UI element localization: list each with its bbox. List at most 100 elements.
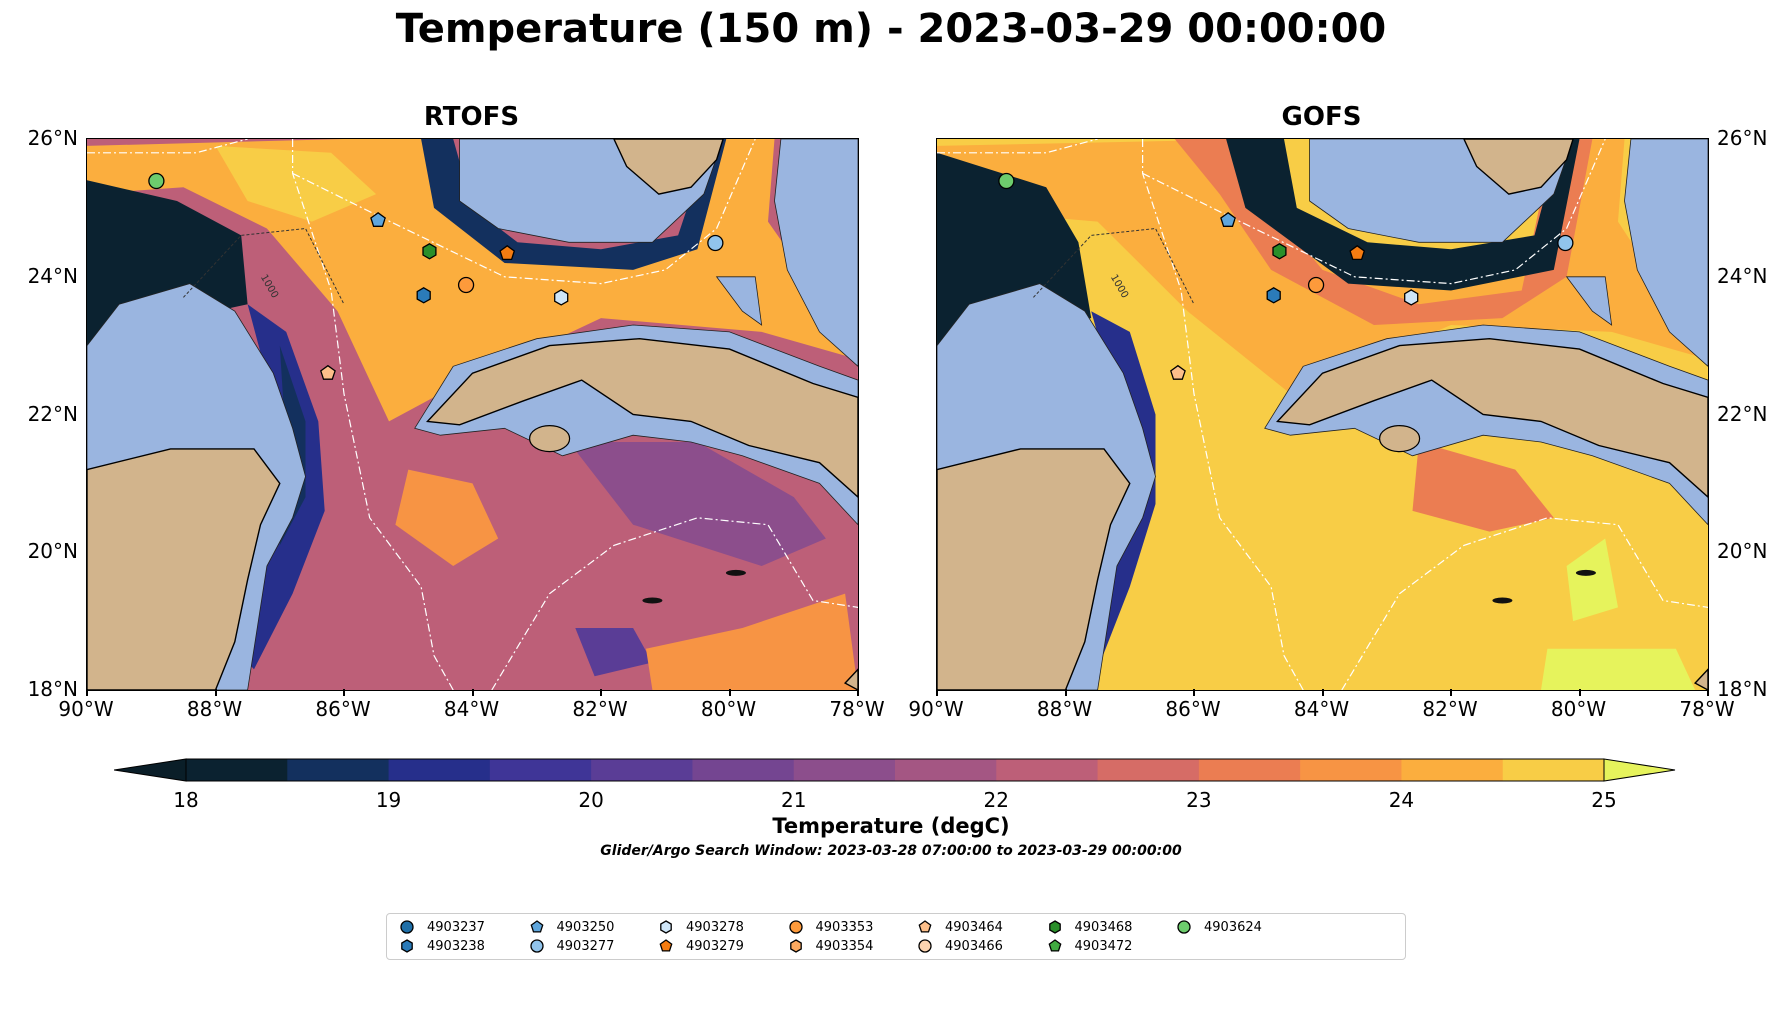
temperature-contour-region (1566, 538, 1618, 622)
hexagon-marker-icon (1048, 920, 1061, 934)
legend-label: 4903472 (1074, 938, 1133, 954)
lon-tick-label: 80°W (700, 697, 757, 721)
colorbar-tick-label: 20 (578, 788, 604, 812)
eez-boundary (491, 517, 859, 691)
temperature-contour-region (937, 139, 1708, 394)
legend-marker (400, 920, 414, 934)
lon-tick-label: 82°W (572, 697, 628, 721)
gofs-map: 1000 (936, 138, 1709, 692)
hexagon-marker-icon (660, 920, 672, 934)
float-marker-4903624 (998, 172, 1015, 190)
land (612, 138, 725, 195)
legend-item-4903279: 4903279 (658, 937, 744, 955)
hexagon-marker-icon (401, 939, 413, 953)
tick-mark (86, 689, 88, 696)
lon-tick-label: 90°W (908, 697, 964, 721)
rtofs-field: 1000 (86, 138, 859, 692)
colorbar-bin (895, 759, 997, 781)
land (426, 337, 859, 499)
legend-marker (401, 939, 413, 953)
float-marker-4903468 (1272, 243, 1287, 260)
circle-marker-icon (1177, 920, 1191, 934)
circle-marker-icon (918, 939, 932, 953)
tick-mark (1578, 689, 1581, 696)
float-marker-4903278 (554, 289, 569, 306)
temperature-contour-region (234, 304, 325, 670)
eez-boundary (1142, 138, 1606, 285)
float-marker-4903464 (1170, 364, 1186, 380)
float-marker-4903468 (422, 243, 437, 260)
figure-title: Temperature (150 m) - 2023-03-29 00:00:0… (395, 6, 1387, 52)
temperature-contour-region (1541, 648, 1696, 690)
colorbar-bin (1401, 759, 1504, 781)
legend-item-4903466: 4903466 (917, 937, 1003, 955)
colorbar-bin (489, 759, 592, 781)
eez-boundary (1142, 139, 1304, 691)
colorbar (114, 758, 1676, 782)
eez-boundary (937, 138, 1098, 154)
legend-marker (789, 939, 802, 953)
float-marker-4903277 (707, 234, 724, 252)
legend-label: 4903466 (945, 938, 1003, 954)
tick-mark (857, 689, 859, 696)
temperature-contour-region (575, 628, 653, 677)
hexagon-marker-icon (789, 939, 802, 953)
legend-label: 4903468 (1074, 919, 1133, 935)
circle-marker-icon (529, 939, 544, 953)
colorbar-label: Temperature (degC) (772, 814, 1010, 838)
colorbar-bin (388, 759, 491, 781)
colorbar-bin (1097, 759, 1200, 781)
lon-tick-label: 90°W (58, 697, 114, 721)
temperature-contour-region (646, 593, 858, 690)
colorbar-bin (186, 759, 288, 781)
colorbar-tick-label: 18 (173, 788, 199, 812)
colorbar-frame (185, 758, 1605, 782)
legend-item-4903250: 4903250 (529, 918, 615, 936)
colorbar-tick-label: 21 (780, 788, 807, 812)
lon-tick-label: 78°W (829, 697, 885, 721)
lon-tick-label: 82°W (1422, 697, 1478, 721)
float-marker-4903278 (1404, 289, 1419, 306)
lat-tick-label: 24°N (27, 263, 78, 288)
cayman-island (1492, 597, 1513, 604)
legend-item-4903238: 4903238 (399, 937, 485, 955)
tick-mark (1707, 689, 1709, 696)
float-legend: 4903237 4903238 4903250 4903277 4903278 49032… (386, 913, 1406, 960)
float-marker-4903353 (457, 276, 475, 294)
tick-mark (728, 689, 731, 696)
legend-label: 4903238 (427, 938, 485, 954)
colorbar-tick-label: 25 (1591, 788, 1617, 812)
land (1462, 138, 1575, 195)
lat-tick-label: 24°N (1717, 263, 1768, 288)
tick-mark (936, 689, 938, 696)
cayman-island (1575, 569, 1596, 576)
legend-item-4903237: 4903237 (399, 918, 485, 936)
float-marker-4903279 (1349, 244, 1366, 261)
isobath-1000m (1033, 227, 1195, 305)
lat-tick-label: 18°N (1717, 677, 1768, 701)
isle-of-youth (529, 425, 571, 453)
lat-tick-label: 26°N (27, 126, 78, 150)
colorbar-bin (287, 759, 390, 781)
legend-label: 4903624 (1204, 919, 1262, 935)
legend-marker (1048, 939, 1061, 952)
tick-mark (1321, 689, 1324, 696)
legend-label: 4903250 (556, 919, 615, 935)
legend-label: 4903279 (686, 938, 744, 954)
land (1276, 337, 1709, 499)
eez-boundary (292, 138, 756, 285)
lat-tick-label: 26°N (1717, 126, 1768, 150)
legend-marker (918, 920, 932, 933)
pentagon-marker-icon (659, 939, 673, 952)
colorbar-bin (1300, 759, 1402, 781)
colorbar-tick-label: 24 (1388, 788, 1415, 812)
temperature-contour-region (1412, 442, 1554, 532)
float-marker-4903464 (320, 364, 336, 380)
legend-marker (788, 920, 803, 934)
legend-label: 4903353 (815, 919, 874, 935)
legend-item-4903472: 4903472 (1047, 937, 1133, 955)
cayman-island (725, 569, 746, 576)
colorbar-under-triangle (114, 758, 187, 782)
legend-label: 4903464 (945, 919, 1003, 935)
legend-label: 4903277 (556, 938, 615, 954)
